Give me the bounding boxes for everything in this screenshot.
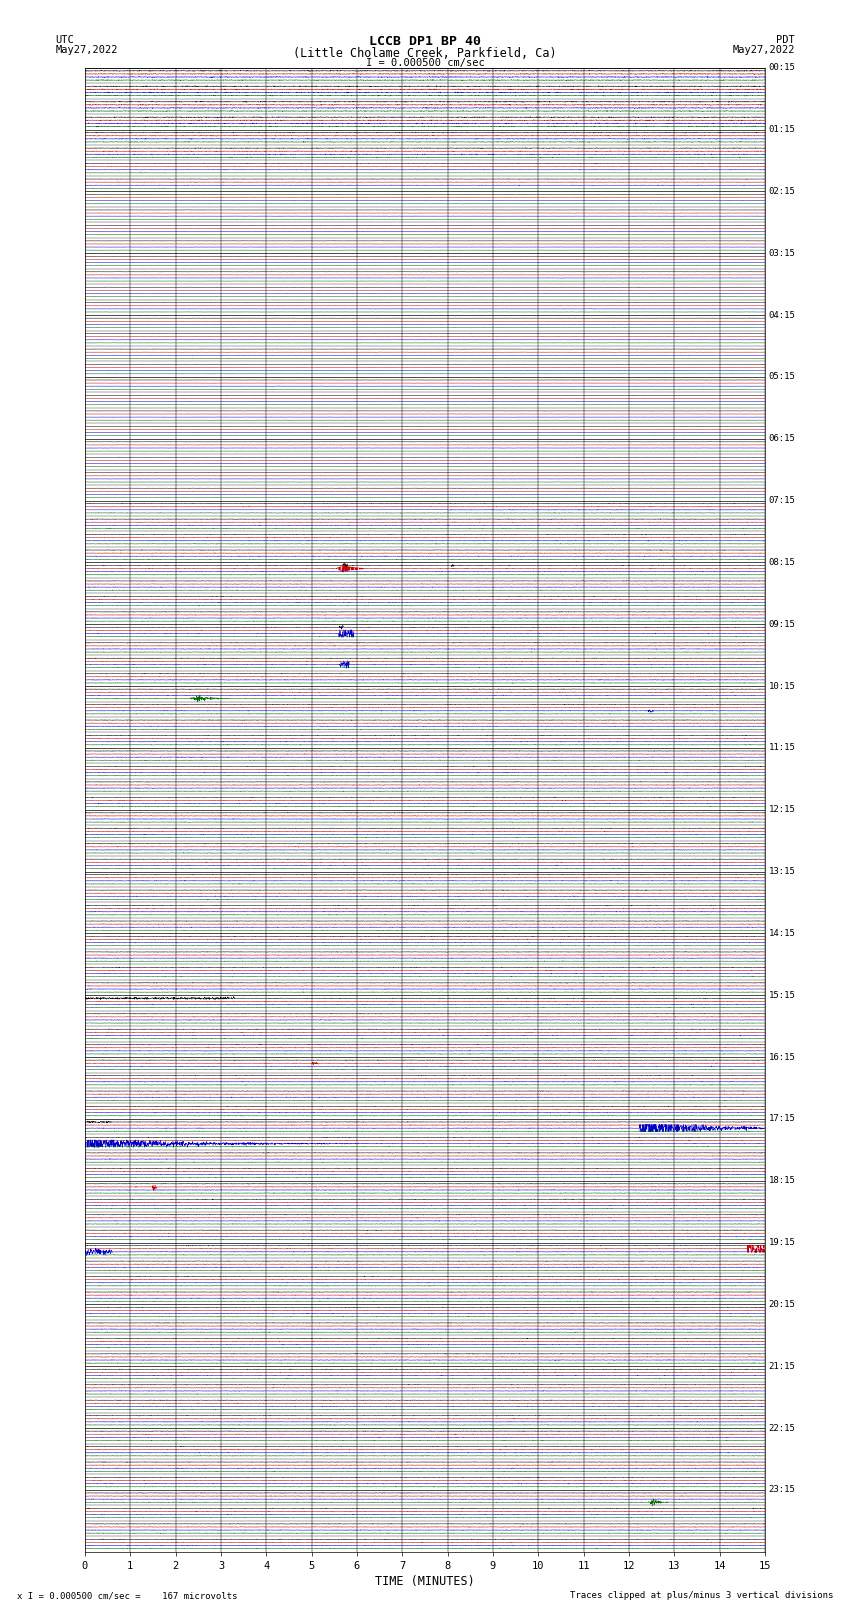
Text: 08:15: 08:15 bbox=[768, 558, 796, 566]
Text: 05:15: 05:15 bbox=[768, 373, 796, 381]
Text: 13:15: 13:15 bbox=[768, 868, 796, 876]
Text: 04:15: 04:15 bbox=[768, 311, 796, 319]
Text: PDT: PDT bbox=[776, 35, 795, 45]
Text: 12:15: 12:15 bbox=[768, 805, 796, 815]
Text: I = 0.000500 cm/sec: I = 0.000500 cm/sec bbox=[366, 58, 484, 68]
Text: 10:15: 10:15 bbox=[768, 682, 796, 690]
Text: 14:15: 14:15 bbox=[768, 929, 796, 937]
Text: 07:15: 07:15 bbox=[768, 497, 796, 505]
Text: 20:15: 20:15 bbox=[768, 1300, 796, 1308]
Text: 03:15: 03:15 bbox=[768, 248, 796, 258]
Text: 23:15: 23:15 bbox=[768, 1486, 796, 1494]
Text: Traces clipped at plus/minus 3 vertical divisions: Traces clipped at plus/minus 3 vertical … bbox=[570, 1590, 833, 1600]
Text: 15:15: 15:15 bbox=[768, 990, 796, 1000]
Text: 21:15: 21:15 bbox=[768, 1361, 796, 1371]
Text: x I = 0.000500 cm/sec =    167 microvolts: x I = 0.000500 cm/sec = 167 microvolts bbox=[17, 1590, 237, 1600]
Text: (Little Cholame Creek, Parkfield, Ca): (Little Cholame Creek, Parkfield, Ca) bbox=[293, 47, 557, 60]
Text: 00:15: 00:15 bbox=[768, 63, 796, 73]
Text: 11:15: 11:15 bbox=[768, 744, 796, 752]
Text: 06:15: 06:15 bbox=[768, 434, 796, 444]
Text: UTC: UTC bbox=[55, 35, 74, 45]
Text: 01:15: 01:15 bbox=[768, 126, 796, 134]
Text: 02:15: 02:15 bbox=[768, 187, 796, 195]
Text: 17:15: 17:15 bbox=[768, 1115, 796, 1123]
Text: 16:15: 16:15 bbox=[768, 1053, 796, 1061]
Text: LCCB DP1 BP 40: LCCB DP1 BP 40 bbox=[369, 35, 481, 48]
Text: 19:15: 19:15 bbox=[768, 1239, 796, 1247]
Text: May27,2022: May27,2022 bbox=[55, 45, 118, 55]
Text: 09:15: 09:15 bbox=[768, 619, 796, 629]
Text: 22:15: 22:15 bbox=[768, 1424, 796, 1432]
X-axis label: TIME (MINUTES): TIME (MINUTES) bbox=[375, 1574, 475, 1587]
Text: May27,2022: May27,2022 bbox=[732, 45, 795, 55]
Text: 18:15: 18:15 bbox=[768, 1176, 796, 1186]
